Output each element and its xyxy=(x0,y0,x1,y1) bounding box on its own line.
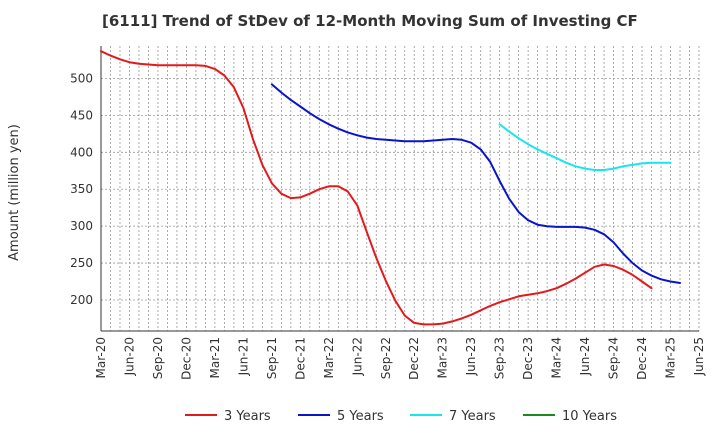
y-tick-label: 350 xyxy=(70,182,93,196)
y-tick-label: 500 xyxy=(70,71,93,85)
x-tick-label: Jun-24 xyxy=(578,337,592,376)
series-line-7-years xyxy=(498,123,672,171)
legend-label: 5 Years xyxy=(337,409,384,424)
x-tick-label: Sep-20 xyxy=(151,337,165,379)
y-tick-label: 300 xyxy=(70,219,93,233)
x-tick-label: Dec-22 xyxy=(407,337,421,380)
x-tick-label: Sep-21 xyxy=(265,337,279,379)
x-tick-label: Mar-22 xyxy=(322,337,336,378)
x-tick-label: Dec-24 xyxy=(635,337,649,380)
legend-label: 3 Years xyxy=(224,409,271,424)
y-tick-label: 450 xyxy=(70,108,93,122)
x-tick-label: Mar-21 xyxy=(208,337,222,378)
x-tick-label: Dec-21 xyxy=(293,337,307,380)
x-tick-label: Mar-23 xyxy=(436,337,450,378)
x-tick-label: Sep-23 xyxy=(493,337,507,379)
series-line-3-years xyxy=(100,50,653,326)
x-tick-label: Jun-22 xyxy=(350,337,364,376)
x-tick-label: Mar-24 xyxy=(550,337,564,378)
x-tick-label: Sep-24 xyxy=(607,337,621,379)
legend-label: 7 Years xyxy=(449,409,496,424)
x-tick-label: Jun-23 xyxy=(464,337,478,376)
legend-label: 10 Years xyxy=(562,409,617,424)
y-tick-label: 200 xyxy=(70,293,93,307)
x-tick-label: Jun-25 xyxy=(692,337,706,376)
x-tick-label: Mar-20 xyxy=(94,337,108,378)
x-tick-label: Jun-21 xyxy=(236,337,250,376)
y-axis-label: Amount (million yen) xyxy=(7,124,22,261)
x-tick-label: Dec-23 xyxy=(521,337,535,380)
y-tick-label: 250 xyxy=(70,256,93,270)
x-tick-label: Dec-20 xyxy=(179,337,193,380)
x-tick-label: Sep-22 xyxy=(379,337,393,379)
y-tick-label: 400 xyxy=(70,145,93,159)
series-line-5-years xyxy=(270,83,681,284)
x-tick-label: Mar-25 xyxy=(664,337,678,378)
x-tick-label: Jun-20 xyxy=(122,337,136,376)
chart-title: [6111] Trend of StDev of 12-Month Moving… xyxy=(102,12,638,30)
